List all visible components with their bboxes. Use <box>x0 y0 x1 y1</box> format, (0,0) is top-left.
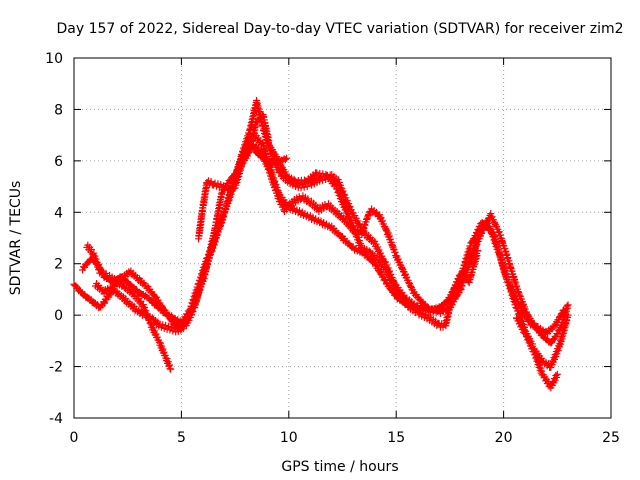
ticks <box>73 57 612 419</box>
y-tick-label: 10 <box>45 51 63 67</box>
x-tick-label: 25 <box>602 430 620 446</box>
chart-title: Day 157 of 2022, Sidereal Day-to-day VTE… <box>57 21 624 37</box>
series-markers <box>195 141 482 315</box>
plot-border <box>73 57 612 419</box>
y-tick-label: -4 <box>49 411 63 427</box>
grid <box>74 58 611 418</box>
series-markers <box>250 146 561 392</box>
y-tick-label: 8 <box>54 102 63 118</box>
series-markers <box>83 241 175 373</box>
series-track-4 <box>83 241 175 373</box>
y-tick-label: -2 <box>49 360 63 376</box>
x-tick-label: 5 <box>177 430 186 446</box>
tick-labels: 0 5 10 15 20 25 -4 -2 0 2 4 6 8 10 <box>45 51 620 446</box>
x-tick-label: 20 <box>495 430 513 446</box>
y-tick-label: 4 <box>54 205 63 221</box>
series-track-5 <box>195 141 482 315</box>
y-axis-label: SDTVAR / TECUs <box>8 181 24 296</box>
x-tick-label: 0 <box>70 430 79 446</box>
plot-frame <box>73 57 612 419</box>
x-axis-label: GPS time / hours <box>281 459 398 475</box>
y-tick-label: 0 <box>54 308 63 324</box>
y-tick-label: 2 <box>54 257 63 273</box>
series <box>70 96 572 392</box>
x-tick-label: 15 <box>387 430 405 446</box>
series-track-6 <box>250 146 561 392</box>
x-tick-label: 10 <box>280 430 298 446</box>
y-tick-label: 6 <box>54 154 63 170</box>
